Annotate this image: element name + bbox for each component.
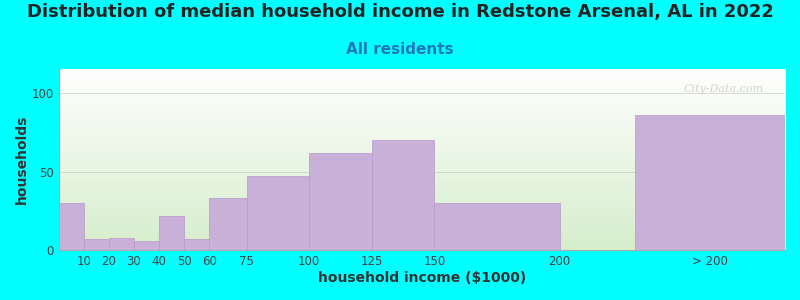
Text: All residents: All residents bbox=[346, 42, 454, 57]
Bar bbox=[109, 238, 134, 250]
X-axis label: household income ($1000): household income ($1000) bbox=[318, 271, 526, 285]
Bar bbox=[209, 198, 246, 250]
Y-axis label: households: households bbox=[15, 115, 29, 204]
Bar bbox=[634, 115, 785, 250]
Bar bbox=[159, 216, 184, 250]
Bar bbox=[434, 203, 560, 250]
Bar bbox=[310, 153, 372, 250]
Bar bbox=[59, 203, 84, 250]
Bar bbox=[184, 239, 209, 250]
Bar bbox=[372, 140, 434, 250]
Text: Distribution of median household income in Redstone Arsenal, AL in 2022: Distribution of median household income … bbox=[26, 3, 774, 21]
Bar bbox=[246, 176, 310, 250]
Text: City-Data.com: City-Data.com bbox=[683, 83, 763, 94]
Bar bbox=[134, 241, 159, 250]
Bar bbox=[84, 239, 109, 250]
